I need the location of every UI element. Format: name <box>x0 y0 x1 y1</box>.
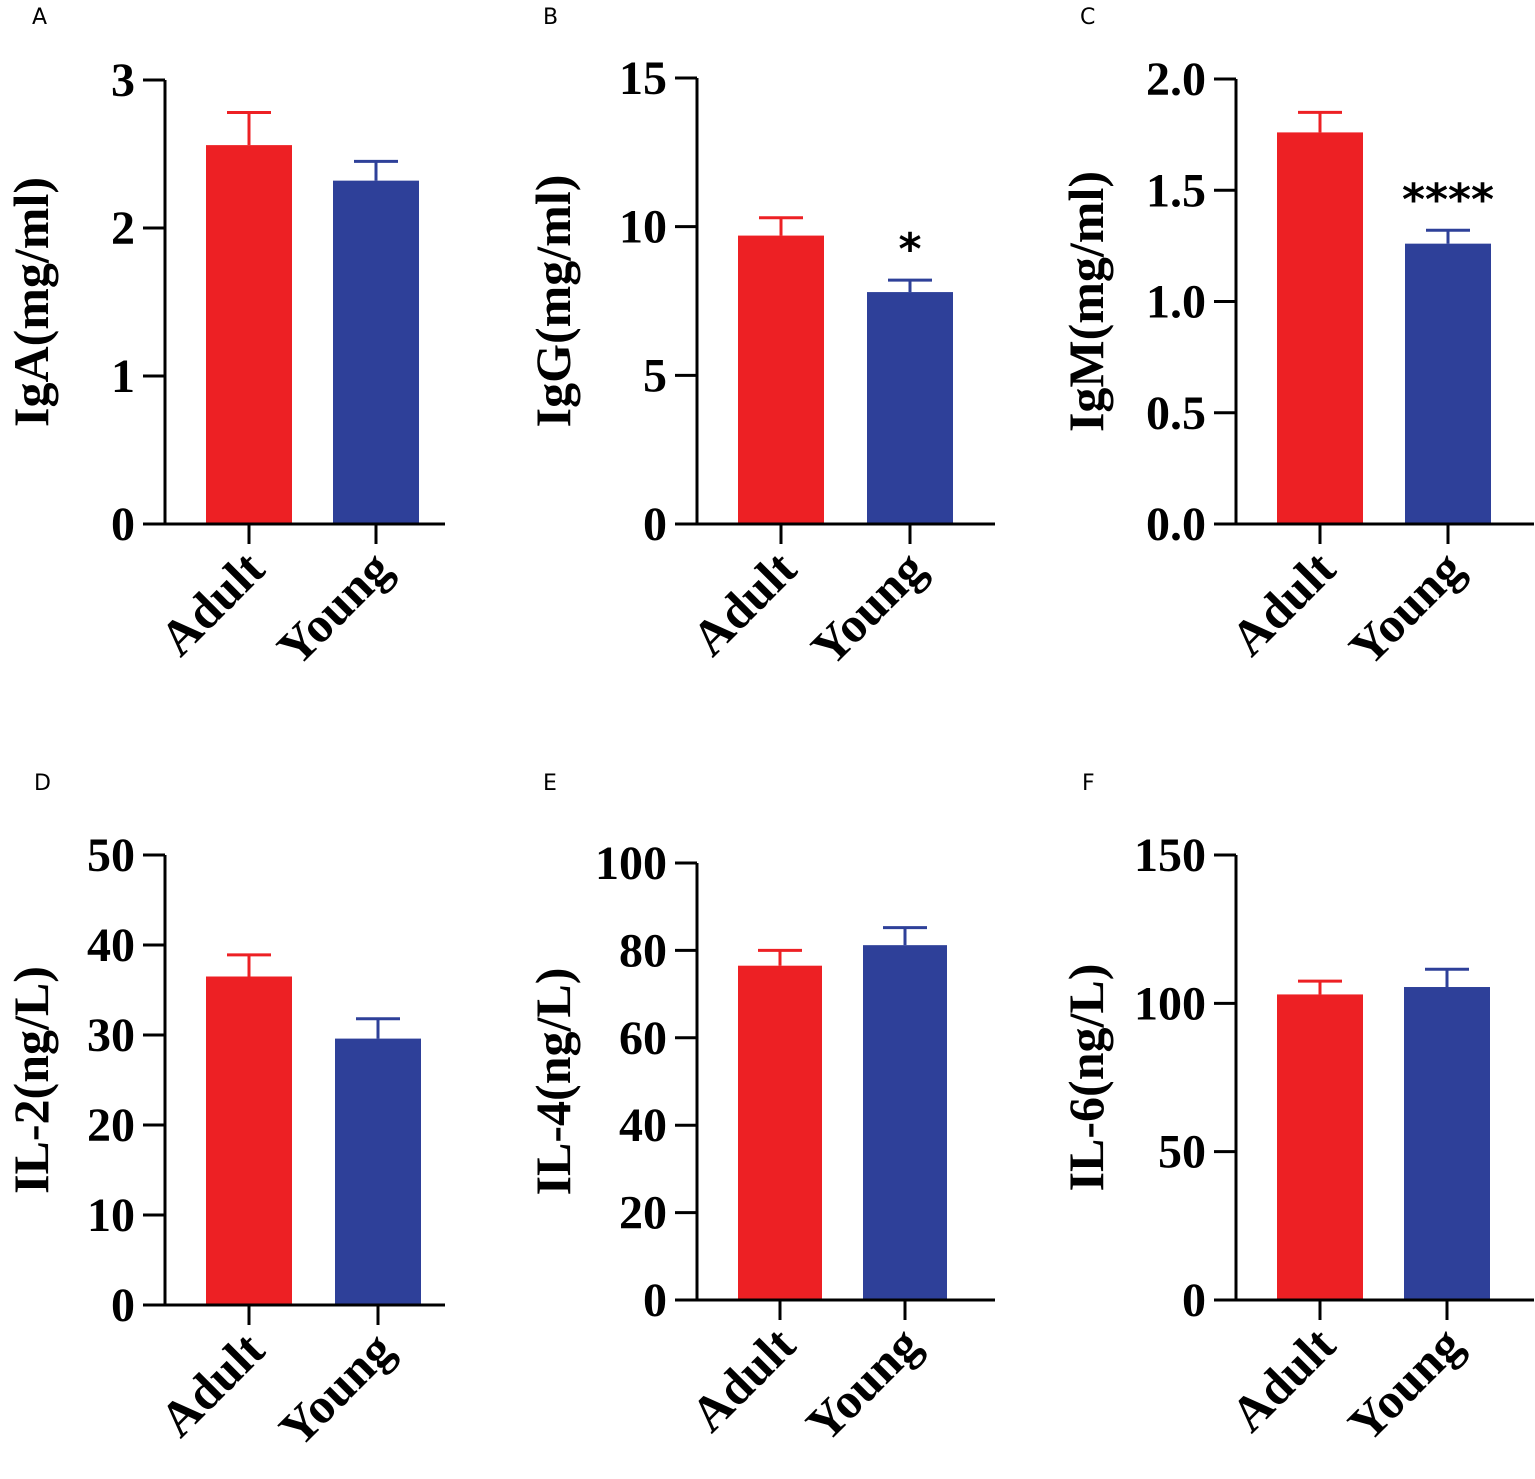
y-tick-label: 0 <box>111 1279 135 1332</box>
y-tick-label: 10 <box>619 201 667 254</box>
y-tick-label: 40 <box>87 919 135 972</box>
y-tick-label: 150 <box>1134 829 1206 882</box>
y-axis-label: IL-6(ng/L) <box>1058 964 1114 1192</box>
significance-marker: **** <box>1402 174 1494 225</box>
x-tick-label-young: Young <box>795 1316 931 1452</box>
y-tick-label: 80 <box>619 924 667 977</box>
x-tick-label-young: Young <box>1337 1316 1473 1452</box>
y-tick-label: 50 <box>1158 1126 1206 1179</box>
bar-adult <box>1277 994 1363 1300</box>
x-tick-label-young: Young <box>1338 540 1474 676</box>
x-tick-label-adult: Adult <box>681 540 807 666</box>
y-tick-label: 1 <box>111 350 135 403</box>
y-tick-label: 3 <box>111 54 135 107</box>
y-tick-label: 30 <box>87 1009 135 1062</box>
bar-adult <box>738 235 824 524</box>
y-tick-label: 2 <box>111 202 135 255</box>
bar-adult <box>738 965 822 1300</box>
y-tick-label: 40 <box>619 1099 667 1152</box>
bar-young <box>333 180 419 524</box>
significance-marker: * <box>898 224 921 275</box>
bar-young <box>863 945 947 1300</box>
y-axis-label: IL-2(ng/L) <box>3 966 59 1194</box>
panel-letter: B <box>543 5 558 30</box>
x-tick-label-young: Young <box>800 540 936 676</box>
y-tick-label: 0.5 <box>1146 387 1206 440</box>
y-tick-label: 50 <box>87 829 135 882</box>
y-axis-label: IgG(mg/ml) <box>525 175 581 428</box>
y-tick-label: 5 <box>643 349 667 402</box>
y-tick-label: 0.0 <box>1146 498 1206 551</box>
y-axis-label: IgM(mg/ml) <box>1058 171 1114 432</box>
y-tick-label: 100 <box>1134 977 1206 1030</box>
bar-young <box>335 1038 421 1305</box>
y-tick-label: 0 <box>643 1274 667 1327</box>
y-axis-label: IL-4(ng/L) <box>525 968 581 1196</box>
y-tick-label: 1.5 <box>1146 164 1206 217</box>
bar-young <box>1405 243 1491 524</box>
y-axis-label: IgA(mg/ml) <box>3 177 59 427</box>
panel-letter: A <box>32 5 47 30</box>
panel-letter: C <box>1080 5 1095 30</box>
x-tick-label-adult: Adult <box>1220 1316 1346 1442</box>
y-tick-label: 2.0 <box>1146 53 1206 106</box>
y-tick-label: 0 <box>111 498 135 551</box>
panel-letter: E <box>543 771 557 796</box>
y-tick-label: 0 <box>1182 1274 1206 1327</box>
y-tick-label: 20 <box>87 1099 135 1152</box>
y-tick-label: 0 <box>643 498 667 551</box>
y-tick-label: 10 <box>87 1189 135 1242</box>
y-tick-label: 60 <box>619 1012 667 1065</box>
x-tick-label-young: Young <box>268 1321 404 1457</box>
x-tick-label-young: Young <box>266 540 402 676</box>
panel-letter: F <box>1082 771 1095 796</box>
y-tick-label: 1.0 <box>1146 276 1206 329</box>
bar-adult <box>206 976 292 1305</box>
y-tick-label: 15 <box>619 52 667 105</box>
x-tick-label-adult: Adult <box>680 1316 806 1442</box>
x-tick-label-adult: Adult <box>149 540 275 666</box>
y-tick-label: 20 <box>619 1187 667 1240</box>
bar-adult <box>206 145 292 524</box>
panel-letter: D <box>34 771 51 796</box>
x-tick-label-adult: Adult <box>1220 540 1346 666</box>
bar-young <box>1404 987 1490 1300</box>
x-tick-label-adult: Adult <box>149 1321 275 1447</box>
bar-adult <box>1277 132 1363 524</box>
bar-young <box>867 292 953 524</box>
y-tick-label: 100 <box>595 837 667 890</box>
